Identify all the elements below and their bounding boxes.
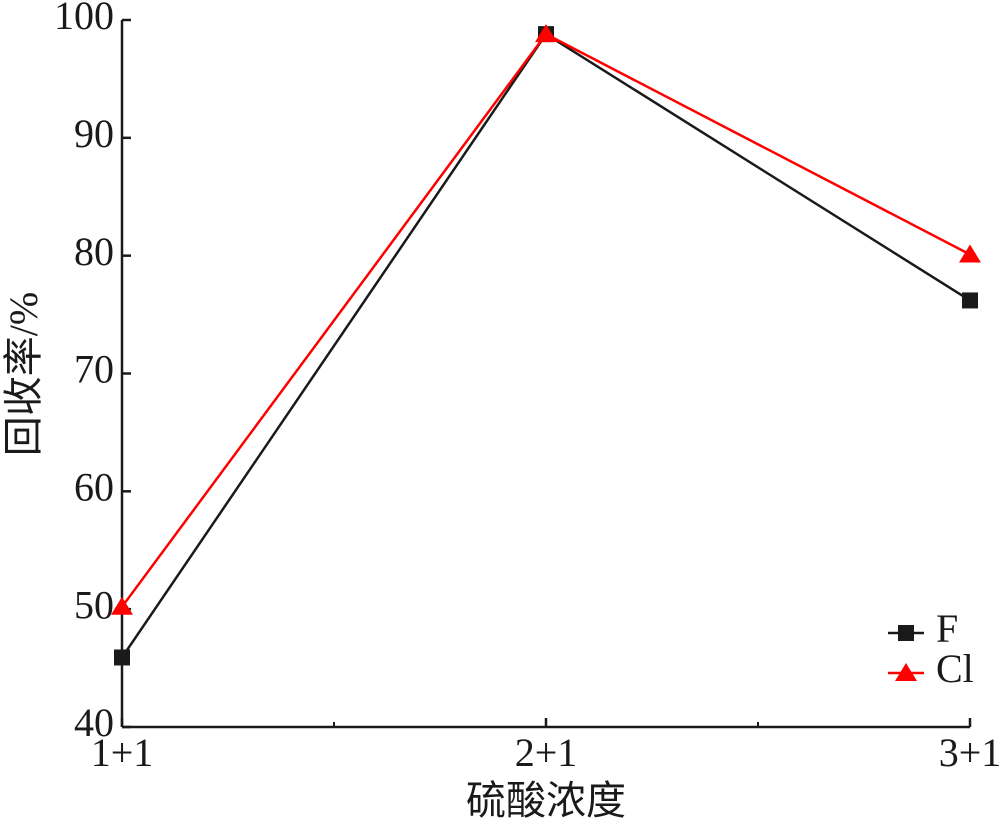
x-axis-label: 硫酸浓度	[466, 778, 626, 823]
legend-marker	[898, 625, 914, 641]
x-tick-label: 3+1	[939, 730, 1000, 775]
data-point	[114, 649, 130, 666]
series-line	[120, 32, 971, 608]
data-point	[111, 596, 133, 615]
y-tick-label: 80	[74, 229, 114, 274]
y-tick-label: 60	[74, 465, 114, 510]
legend-label: Cl	[936, 646, 974, 691]
data-point	[959, 244, 981, 263]
data-point	[962, 292, 978, 309]
y-tick-label: 40	[74, 700, 114, 745]
data-point	[535, 24, 557, 43]
legend-label: F	[936, 606, 958, 651]
legend-marker	[895, 663, 917, 681]
series-line	[120, 32, 971, 659]
x-tick-label: 1+1	[91, 730, 154, 775]
y-tick-label: 50	[74, 582, 114, 627]
y-tick-label: 100	[54, 0, 114, 38]
y-tick-label: 70	[74, 347, 114, 392]
x-tick-label: 2+1	[515, 730, 578, 775]
y-tick-label: 90	[74, 111, 114, 156]
y-axis-label: 回收率/%	[1, 292, 46, 456]
